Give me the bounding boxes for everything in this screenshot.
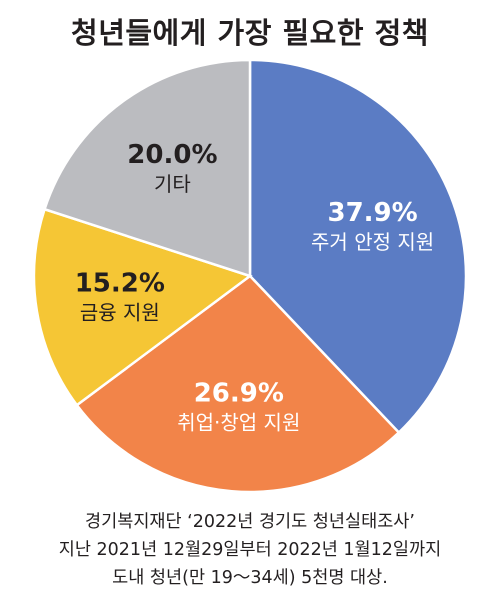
slice-value-label-4: 20.0% (127, 140, 217, 170)
source-caption: 경기복지재단 ‘2022년 경기도 청년실태조사’ 지난 2021년 12월29… (0, 508, 500, 592)
slice-category-label-3: 금융 지원 (80, 301, 160, 325)
slice-category-label-2: 취업·창업 지원 (177, 411, 300, 435)
pie-slice-4 (42, 58, 252, 278)
pie-slice-3 (32, 207, 253, 407)
slice-value-label-1: 37.9% (327, 198, 417, 228)
chart-title: 청년들에게 가장 필요한 정책 (71, 16, 429, 50)
pie-slice-2 (75, 274, 401, 494)
slice-category-label-1: 주거 안정 지원 (311, 230, 434, 254)
pie-slice-1 (248, 58, 468, 435)
slice-value-label-2: 26.9% (194, 379, 284, 409)
slice-value-label-3: 15.2% (75, 269, 165, 299)
pie-chart: 37.9%주거 안정 지원 26.9%취업·창업 지원 15.2%금융 지원 20.0… (32, 58, 468, 494)
caption-line-2: 지난 2021년 12월29일부터 2022년 1월12일까지 (58, 540, 442, 560)
slice-category-label-4: 기타 (154, 172, 191, 196)
pie-labels: 37.9%주거 안정 지원 26.9%취업·창업 지원 15.2%금융 지원 20.0… (75, 140, 434, 434)
caption-line-1: 경기복지재단 ‘2022년 경기도 청년실태조사’ (85, 512, 415, 532)
caption-line-3: 도내 청년(만 19～34세) 5천명 대상. (112, 568, 388, 588)
pie-slices (32, 58, 468, 494)
